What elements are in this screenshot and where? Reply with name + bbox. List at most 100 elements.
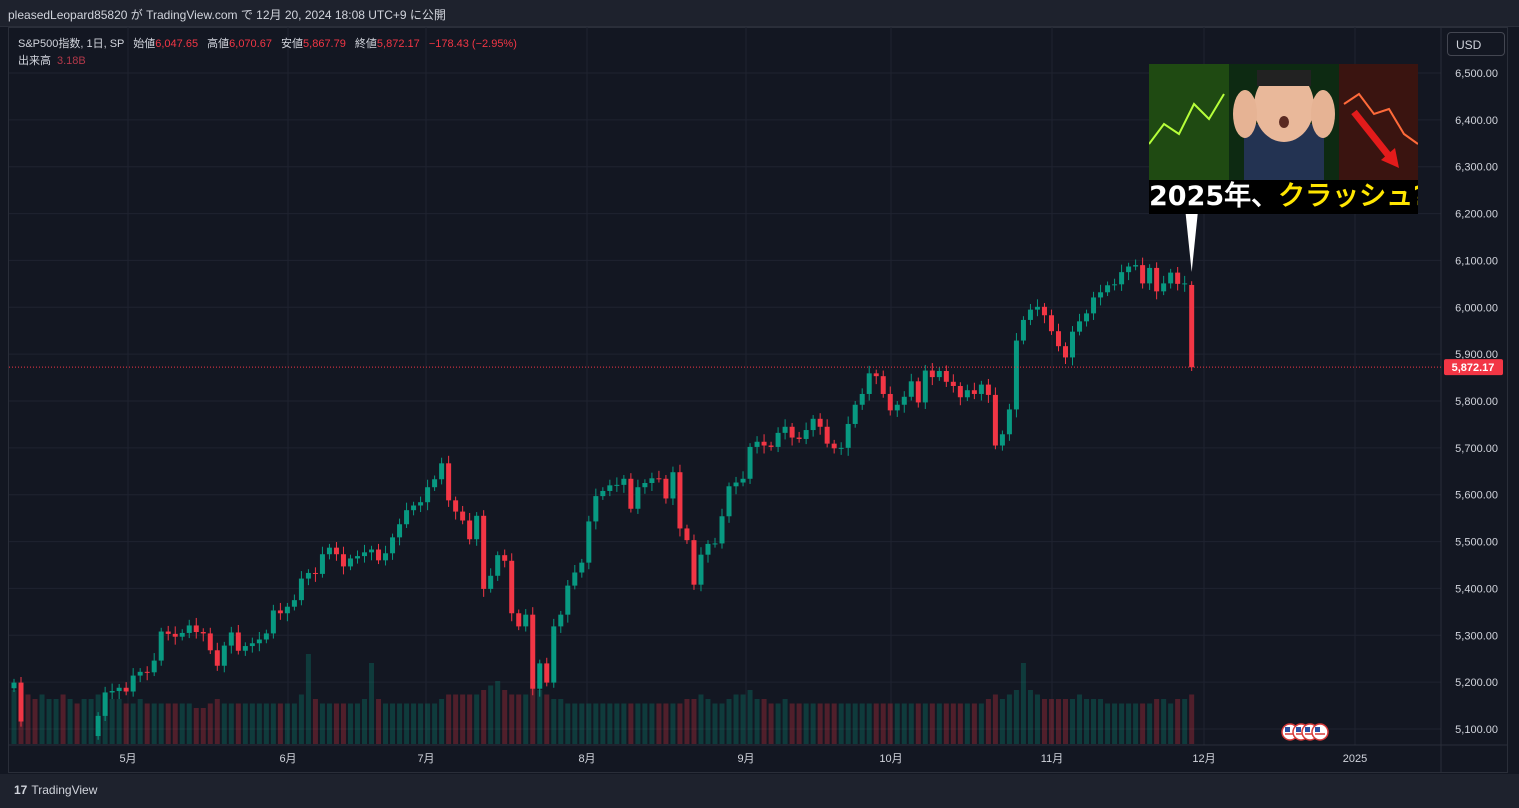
volume-bar [1182,699,1188,744]
volume-bar [768,703,774,744]
volume-bar [81,699,87,744]
y-tick-label: 6,100.00 [1455,255,1498,267]
candle-body [698,554,704,585]
y-tick-label: 5,100.00 [1455,724,1498,736]
candle-body [586,521,592,563]
volume-bar [25,694,31,744]
candle-body [1070,331,1076,358]
callout-pointer [1185,214,1198,272]
candle-body [340,554,346,567]
volume-bar [151,703,157,744]
candle-body [796,437,802,439]
volume-bar [130,703,136,744]
volume-bar [1175,699,1181,744]
volume-bar [684,699,690,744]
volume-bar [733,694,739,744]
volume-bar [796,703,802,744]
volume-bar [453,694,459,744]
volume-bar [221,703,227,744]
volume-bar [894,703,900,744]
volume-bar [284,703,290,744]
logo-text: TradingView [31,783,98,797]
candle-body [670,472,676,499]
low-value: 5,867.79 [303,38,346,50]
candle-body [411,505,417,511]
candle-body [495,555,501,576]
close-label: 終値 [354,38,377,50]
candle-body [684,528,690,541]
candle-body [663,478,669,499]
candle-body [502,555,508,561]
x-tick-label: 8月 [578,753,595,765]
volume-bar [922,703,928,744]
volume-bar [1189,694,1195,744]
x-tick-label: 11月 [1041,753,1063,765]
candle-body [404,510,410,525]
candle-body [116,687,122,692]
candle-body [845,423,851,448]
volume-bar [775,703,781,744]
y-tick-label: 5,200.00 [1455,677,1498,689]
candle-body [803,430,809,439]
volume-bar [614,703,620,744]
volume-bar [144,703,150,744]
volume-bar [256,703,262,744]
volume-bar [488,685,494,744]
candle-body [929,370,935,378]
candle-body [978,384,984,394]
candle-body [705,543,711,555]
candle-body [228,632,234,646]
y-tick-label: 6,300.00 [1455,162,1498,174]
volume-bar [1048,699,1054,744]
volume-bar [432,703,438,744]
candle-body [151,660,157,673]
candle-body [838,447,844,449]
candle-body [165,631,171,634]
volume-bar [425,703,431,744]
candle-body [1168,272,1174,284]
volume-bar [705,699,711,744]
volume-bar [880,703,886,744]
volume-legend: 出来高 3.18B [18,52,86,68]
candle-body [523,614,529,627]
ohlc-legend: S&P500指数, 1日, SP 始値6,047.65 高値6,070.67 安… [18,35,517,51]
volume-bar [607,703,613,744]
candle-body [824,426,830,444]
volume-bar [102,699,108,744]
volume-bar [936,703,942,744]
candle-body [95,715,101,737]
volume-bar [376,699,382,744]
candle-body [544,663,550,683]
volume-bar [635,703,641,744]
currency-button[interactable]: USD [1447,32,1505,56]
volume-bar [579,703,585,744]
candle-body [460,511,466,521]
volume-bar [642,703,648,744]
footer-bar: 17 TradingView [0,774,1519,808]
attribution-bar: pleasedLeopard85820 が TradingView.com で … [0,0,1519,27]
volume-bar [1077,694,1083,744]
volume-bar [544,694,550,744]
candle-body [144,671,150,673]
candle-body [109,691,115,693]
thumbnail-caption: 2025年、クラッシュ? [1149,180,1418,214]
volume-bar [726,699,732,744]
candle-body [179,632,185,637]
candle-body [1027,309,1033,320]
volume-bar [1063,699,1068,744]
volume-bar [1098,699,1104,744]
volume-bar [943,703,949,744]
volume-bar [992,694,998,744]
candle-body [123,687,129,692]
candle-body [1020,319,1026,341]
tradingview-logo[interactable]: 17 TradingView [14,783,97,797]
candle-body [474,515,480,540]
volume-bar [242,703,248,744]
candle-body [130,675,136,692]
volume-bar [845,703,851,744]
candle-body [1034,306,1040,310]
volume-bar [593,703,599,744]
volume-bar [67,699,73,744]
volume-bar [1006,694,1012,744]
